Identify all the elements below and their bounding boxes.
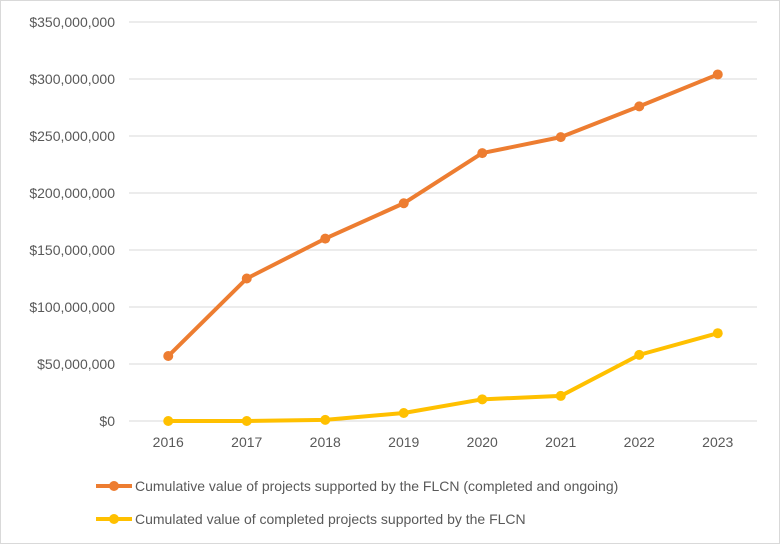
data-point-1: [320, 414, 331, 425]
data-point-0: [241, 273, 252, 284]
series-line-1: [168, 331, 719, 423]
y-tick-label: $350,000,000: [29, 14, 115, 30]
data-point-1: [634, 349, 645, 360]
data-point-1: [398, 408, 409, 419]
data-point-0: [634, 101, 645, 112]
data-point-1: [241, 416, 252, 426]
data-point-1: [477, 394, 488, 405]
x-tick-label: 2018: [310, 434, 341, 450]
legend-label-0: Cumulative value of projects supported b…: [135, 478, 618, 494]
data-point-0: [163, 351, 174, 362]
data-point-1: [712, 328, 723, 339]
data-point-0: [712, 69, 723, 80]
legend-marker-1: [109, 514, 119, 524]
y-tick-label: $200,000,000: [29, 185, 115, 201]
data-point-0: [555, 132, 566, 143]
x-tick-label: 2023: [702, 434, 733, 450]
legend-marker-0: [109, 481, 119, 491]
data-point-0: [477, 148, 488, 159]
y-tick-label: $0: [99, 413, 115, 429]
x-tick-label: 2022: [624, 434, 655, 450]
data-point-1: [555, 390, 566, 401]
x-tick-label: 2019: [388, 434, 419, 450]
x-tick-label: 2021: [545, 434, 576, 450]
series-line-0: [166, 72, 719, 358]
x-tick-label: 2020: [467, 434, 498, 450]
data-point-0: [398, 198, 409, 209]
legend-label-1: Cumulated value of completed projects su…: [135, 511, 526, 527]
data-point-0: [320, 233, 331, 244]
y-tick-label: $50,000,000: [37, 356, 115, 372]
data-point-1: [163, 416, 174, 426]
x-tick-label: 2017: [231, 434, 262, 450]
y-tick-label: $300,000,000: [29, 71, 115, 87]
y-tick-label: $100,000,000: [29, 299, 115, 315]
y-tick-label: $250,000,000: [29, 128, 115, 144]
x-tick-label: 2016: [153, 434, 184, 450]
y-tick-label: $150,000,000: [29, 242, 115, 258]
